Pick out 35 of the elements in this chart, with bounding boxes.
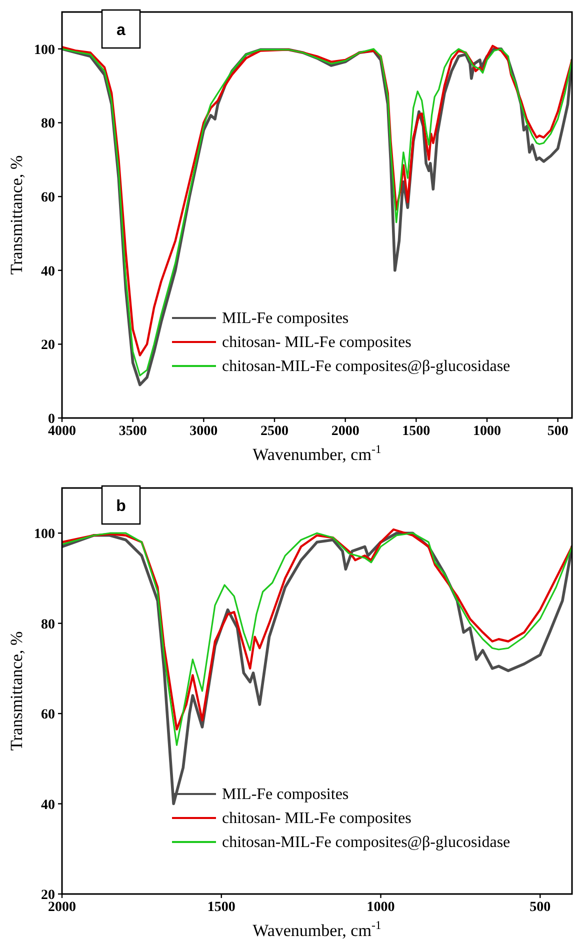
x-tick-label: 500 [547,424,568,439]
x-tick-label: 500 [530,900,551,915]
y-tick-label: 60 [41,708,55,723]
y-tick-label: 0 [48,412,55,427]
y-tick-label: 60 [41,190,55,206]
y-tick-label: 100 [34,527,55,542]
y-axis-title: Transmittance, % [7,631,26,751]
y-tick-label: 40 [41,264,55,280]
y-tick-label: 80 [41,617,55,632]
x-tick-label: 4000 [48,424,76,439]
annotation: b [116,498,126,515]
legend-label: chitosan- MIL-Fe composites [222,334,412,351]
y-tick-label: 20 [41,888,55,903]
x-tick-label: 1500 [207,900,236,915]
x-tick-label: 2500 [260,424,288,439]
x-tick-label: 2000 [48,900,76,915]
x-tick-label: 1000 [473,424,501,439]
legend-label: chitosan-MIL-Fe composites@β-glucosidase [222,834,510,851]
y-tick-label: 40 [41,798,55,813]
x-axis-title: Wavenumber, cm$^{-1}$ [252,918,382,940]
x-tick-label: 3000 [190,424,218,439]
legend-label: chitosan- MIL-Fe composites [222,810,412,827]
legend-label: chitosan-MIL-Fe composites@β-glucosidase [222,358,510,375]
annotation: a [116,22,126,39]
x-axis-title: Wavenumber, cm$^{-1}$ [252,442,382,464]
x-tick-label: 2000 [331,424,360,439]
y-axis-title: Transmittance, % [7,155,26,275]
y-tick-label: 80 [41,116,55,132]
legend-label: MIL-Fe composites [222,310,349,327]
x-tick-label: 1000 [366,900,395,915]
y-tick-label: 20 [41,338,55,354]
legend-label: MIL-Fe composites [222,786,349,803]
y-tick-label: 100 [34,42,55,58]
x-tick-label: 1500 [402,424,430,439]
x-tick-label: 3500 [118,424,147,439]
